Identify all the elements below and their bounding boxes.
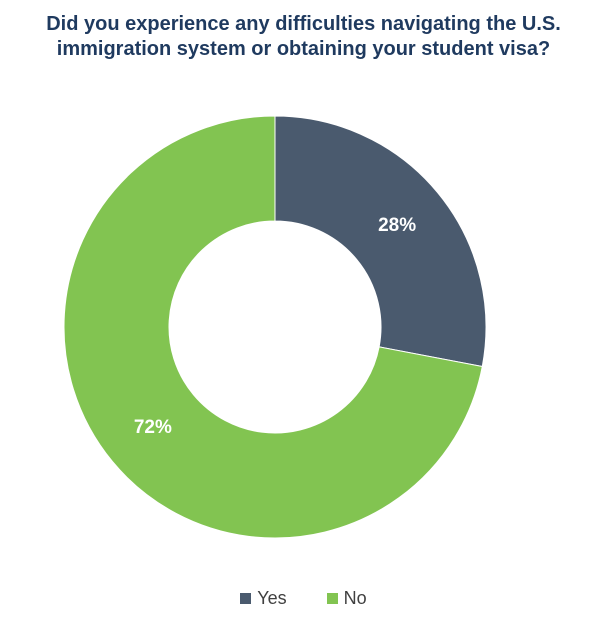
chart-title-line-1: Did you experience any difficulties navi… <box>46 13 561 35</box>
data-label-yes: 28% <box>378 215 416 236</box>
legend-item-no: No <box>326 588 367 609</box>
legend-label-no: No <box>343 588 367 608</box>
legend-swatch-no <box>326 593 338 604</box>
legend-swatch-yes <box>240 593 252 604</box>
data-label-no: 72% <box>134 417 172 438</box>
legend-label-yes: Yes <box>257 588 287 608</box>
chart-title-line-2: immigration system or obtaining your stu… <box>56 38 551 60</box>
chart-title: Did you experience any difficulties navi… <box>0 12 607 62</box>
slice-yes <box>274 115 487 368</box>
slice-no <box>63 115 483 539</box>
legend: Yes No <box>0 588 607 609</box>
legend-item-yes: Yes <box>240 588 287 609</box>
